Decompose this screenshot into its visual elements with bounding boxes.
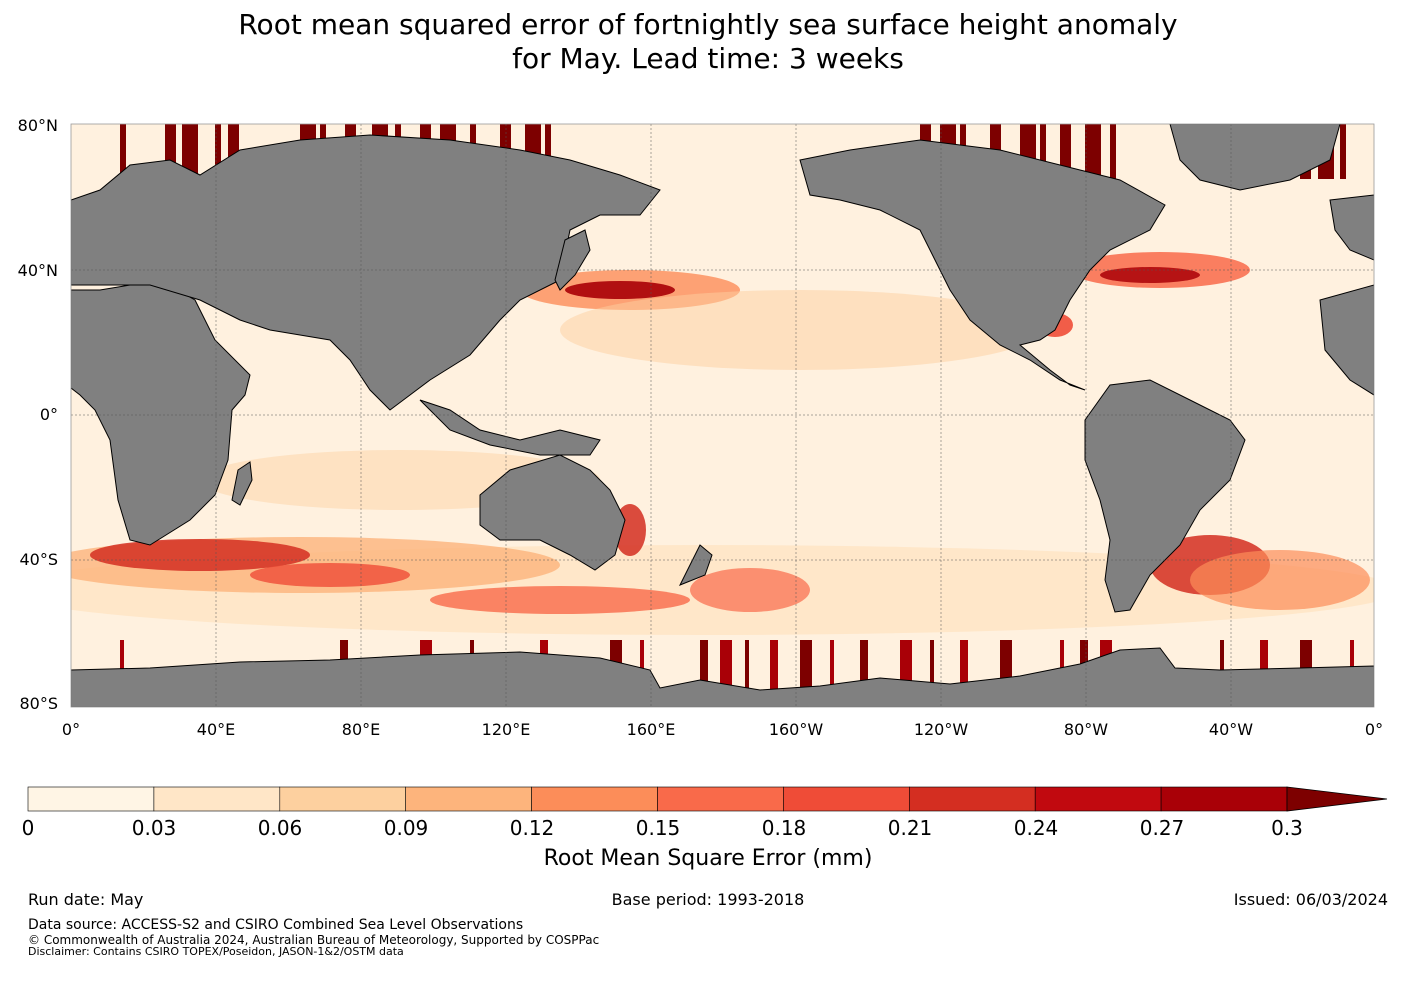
colorbar-swatch: [27, 786, 155, 812]
lat-label-40s: 40°S: [19, 550, 58, 569]
error-stripe: [215, 124, 221, 179]
colorbar-tick-9: 0.27: [1139, 816, 1185, 840]
colorbar-swatch: [783, 786, 910, 812]
lat-label-40n: 40°N: [17, 261, 58, 280]
data-source: Data source: ACCESS-S2 and CSIRO Combine…: [28, 917, 524, 933]
copyright: © Commonwealth of Australia 2024, Austra…: [28, 933, 600, 947]
colorbar-label: Root Mean Square Error (mm): [543, 846, 873, 871]
error-patch: [1190, 550, 1370, 610]
australia: [479, 454, 626, 571]
map-frame: [70, 123, 1375, 708]
colorbar-tick-3: 0.09: [383, 816, 429, 840]
lon-label-40w: 40°W: [1208, 720, 1254, 739]
colorbar-swatch: [531, 786, 658, 812]
africa: [71, 279, 251, 546]
error-patch: [250, 563, 410, 587]
colorbar-tick-0: 0: [21, 816, 35, 840]
land: [71, 124, 1374, 707]
colorbar-tick-7: 0.21: [887, 816, 933, 840]
error-stripe: [228, 124, 239, 179]
error-stripe: [545, 124, 551, 179]
error-stripe: [930, 640, 934, 700]
error-patch: [430, 586, 690, 614]
madagascar: [231, 461, 253, 506]
error-patch: [90, 539, 310, 571]
colorbar-swatch: [908, 786, 1036, 812]
issued-date: Issued: 06/03/2024: [1233, 890, 1388, 909]
lon-label-120e: 120°E: [481, 720, 531, 739]
colorbar-swatch: [1034, 786, 1162, 812]
base-period: Base period: 1993-2018: [611, 890, 805, 909]
colorbar-extend-arrow: [1286, 786, 1388, 812]
error-stripe: [1110, 124, 1116, 179]
europe-west: [1329, 194, 1374, 261]
error-stripe: [770, 640, 778, 700]
error-stripe: [700, 640, 708, 700]
north-america: [799, 139, 1166, 391]
new-zealand: [678, 544, 713, 586]
error-patch: [690, 568, 810, 612]
colorbar-tick-10: 0.3: [1271, 816, 1303, 840]
error-stripe: [745, 640, 749, 700]
south-america: [1084, 379, 1246, 613]
colorbar-swatch: [657, 786, 784, 812]
error-patch: [560, 290, 1040, 370]
error-stripe: [1040, 124, 1046, 179]
colorbar-swatch: [405, 786, 532, 812]
lon-label-0-right: 0°: [1364, 720, 1384, 739]
lon-label-160w: 160°W: [768, 720, 824, 739]
error-stripe: [800, 640, 812, 700]
title-line-2: for May. Lead time: 3 weeks: [512, 42, 904, 75]
colorbar-tick-5: 0.15: [635, 816, 681, 840]
lon-label-80e: 80°E: [341, 720, 381, 739]
error-patch: [1100, 267, 1200, 283]
africa-west: [1319, 284, 1374, 396]
lon-label-80w: 80°W: [1063, 720, 1109, 739]
lat-label-0: 0°: [39, 405, 58, 424]
japan: [554, 229, 591, 291]
error-stripe: [830, 640, 834, 700]
error-stripe: [182, 124, 198, 179]
map: [70, 123, 1375, 708]
colorbar-tick-4: 0.12: [509, 816, 555, 840]
error-stripe: [1085, 124, 1101, 179]
error-stripe: [165, 124, 176, 179]
lon-label-0: 0°: [61, 720, 81, 739]
error-stripe: [960, 640, 968, 700]
colorbar-swatch: [279, 786, 406, 812]
colorbar: [27, 786, 1388, 812]
disclaimer: Disclaimer: Contains CSIRO TOPEX/Poseido…: [28, 945, 404, 958]
lon-label-160e: 160°E: [626, 720, 676, 739]
error-patch: [565, 281, 675, 299]
colorbar-swatch: [1160, 786, 1288, 812]
colorbar-tick-2: 0.06: [257, 816, 303, 840]
indonesia: [419, 399, 601, 456]
antarctica: [71, 647, 1374, 707]
lon-label-40e: 40°E: [196, 720, 236, 739]
lat-label-80n: 80°N: [17, 116, 58, 135]
error-stripe: [1060, 124, 1071, 179]
greenland: [1169, 124, 1341, 191]
lon-label-120w: 120°W: [913, 720, 969, 739]
title-line-1: Root mean squared error of fortnightly s…: [238, 8, 1178, 41]
error-stripe: [1340, 124, 1346, 179]
lat-label-80s: 80°S: [19, 694, 58, 713]
error-stripe: [860, 640, 868, 700]
run-date: Run date: May: [28, 890, 144, 909]
error-field: [71, 124, 1374, 700]
graticule: [71, 124, 1374, 707]
colorbar-swatch: [153, 786, 281, 812]
error-stripe: [120, 124, 126, 179]
colorbar-tick-6: 0.18: [761, 816, 807, 840]
colorbar-tick-1: 0.03: [131, 816, 177, 840]
colorbar-tick-8: 0.24: [1013, 816, 1059, 840]
chart-title: Root mean squared error of fortnightly s…: [0, 8, 1416, 76]
